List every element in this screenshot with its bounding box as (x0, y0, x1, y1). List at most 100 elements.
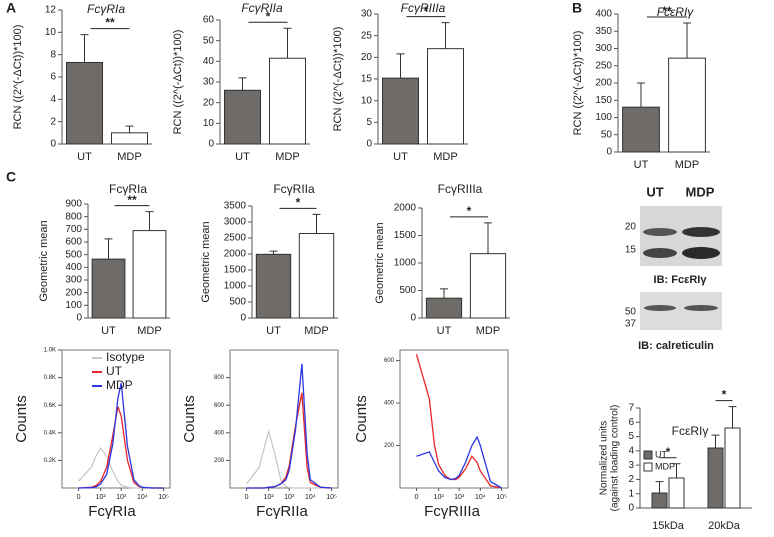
y-tick-label: 700 (65, 224, 82, 235)
legend-label: Isotype (106, 350, 145, 364)
chart-title: FcγRIIIa (401, 1, 446, 15)
x-tick-label: 10⁴ (475, 494, 486, 501)
error-bar (484, 222, 492, 254)
x-tick-label: MDP (476, 325, 500, 337)
y-tick-label: 6 (50, 72, 56, 83)
plot-frame (61, 349, 171, 489)
y-tick-label: 12 (45, 5, 57, 16)
y-tick-label: 1000 (394, 258, 417, 269)
histogram-line (78, 406, 164, 489)
y-tick-label: 250 (595, 60, 612, 71)
x-tick-label: 10⁴ (305, 494, 316, 501)
y-tick-label: 350 (595, 26, 612, 37)
y-tick-label: 0 (366, 139, 372, 150)
significance-label: * (424, 4, 429, 18)
y-tick-label: 5 (628, 431, 634, 442)
y-tick-label: 150 (595, 95, 612, 106)
x-axis-label: FcγRIIIa (424, 503, 480, 520)
y-axis-label: Geometric mean (200, 221, 212, 302)
y-tick-label: 400 (214, 430, 225, 436)
probe-label: IB: calreticulin (638, 340, 714, 352)
error-bar (655, 481, 664, 493)
significance-label: * (296, 195, 301, 209)
x-tick-label: 10² (264, 494, 275, 501)
y-axis-label: Counts (181, 395, 198, 443)
y-tick-label: 1 (628, 488, 634, 499)
legend-label: MDP (106, 378, 133, 392)
x-tick-label: 0 (415, 494, 419, 501)
y-tick-label: 10 (45, 27, 57, 38)
y-axis-label: Geometric mean (374, 222, 386, 303)
blot-band (644, 305, 676, 311)
panel-label: C (6, 169, 16, 185)
y-tick-label: 50 (601, 129, 613, 140)
x-tick-label: MDP (304, 325, 328, 337)
x-axis-label: FcγRIa (88, 503, 136, 520)
x-tick-label: MDP (137, 325, 161, 337)
y-tick-label: 3500 (224, 201, 247, 212)
y-tick-label: 0 (50, 139, 56, 150)
y-axis-label: (against loading control) (610, 405, 621, 512)
bar (66, 61, 103, 145)
western-blot: UT MDP 20 15 IB: FcεRIγ 50 37 IB: calret… (625, 184, 722, 352)
significance-label: * (266, 9, 271, 23)
x-tick-label: UT (235, 151, 250, 163)
significance-label: * (467, 204, 472, 218)
y-tick-label: 2 (628, 474, 634, 485)
error-bar (396, 53, 405, 79)
y-tick-label: 50 (203, 35, 215, 46)
y-tick-label: 60 (203, 15, 215, 26)
x-tick-label: UT (634, 159, 649, 171)
y-tick-label: 300 (65, 275, 82, 286)
bar (724, 427, 741, 509)
y-tick-label: 0 (76, 313, 82, 324)
significance-label: ** (662, 4, 672, 18)
y-tick-label: 20 (203, 97, 215, 108)
y-tick-label: 2000 (394, 203, 417, 214)
histogram-line (78, 382, 164, 489)
x-axis-label: FcγRIIa (256, 503, 308, 520)
y-tick-label: 2 (50, 116, 56, 127)
lane-label: UT (646, 184, 663, 199)
x-tick-label: 10² (434, 494, 445, 501)
y-tick-label: 10 (203, 118, 215, 129)
error-bar (145, 211, 154, 231)
error-bar (269, 250, 278, 255)
histogram-line (245, 428, 332, 489)
error-bar (283, 27, 292, 59)
y-tick-label: 30 (203, 77, 215, 88)
legend-swatch (643, 462, 653, 472)
bar (132, 230, 167, 319)
y-tick-label: 400 (595, 9, 612, 20)
y-tick-label: 30 (361, 9, 373, 20)
y-tick-label: 600 (65, 237, 82, 248)
error-bar (125, 125, 134, 133)
blot-band (643, 228, 677, 236)
bar (269, 57, 306, 145)
y-tick-label: 3000 (224, 217, 247, 228)
marker-label: 37 (625, 319, 637, 330)
y-axis-label: RCN ((2^(-ΔCt))*100) (12, 25, 24, 130)
significance-label: ** (127, 193, 137, 207)
error-bar (440, 288, 448, 299)
x-tick-label: 15kDa (652, 520, 685, 532)
blot-band (684, 305, 718, 311)
significance-label: ** (105, 16, 115, 30)
legend-label: UT (655, 449, 667, 459)
y-tick-label: 0 (208, 139, 214, 150)
y-tick-label: 0 (240, 313, 246, 324)
y-tick-label: 0 (410, 313, 416, 324)
y-tick-label: 1500 (394, 230, 417, 241)
bar (382, 77, 419, 145)
bar (427, 48, 464, 145)
y-tick-label: 500 (65, 249, 82, 260)
y-tick-label: 0.6K (44, 403, 56, 409)
y-tick-label: 4 (50, 94, 56, 105)
error-bar (711, 434, 720, 448)
significance-label: * (722, 388, 727, 402)
y-tick-label: 0 (628, 503, 634, 514)
y-tick-label: 800 (214, 375, 225, 381)
legend-swatch (643, 450, 653, 460)
histogram-line (246, 392, 332, 489)
